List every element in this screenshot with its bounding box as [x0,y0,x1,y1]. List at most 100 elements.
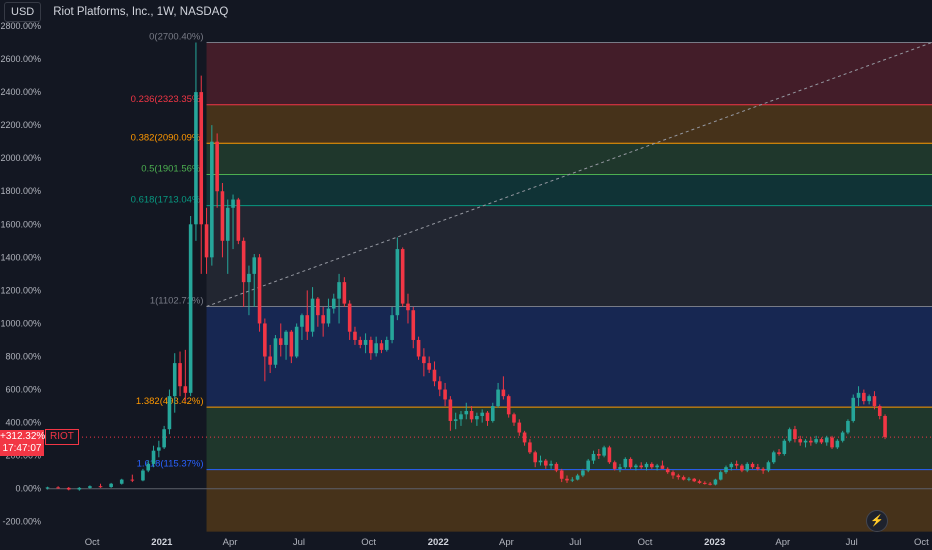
candle-body [257,257,262,324]
candle-body [496,389,500,407]
price-change: +312.32% [0,431,46,443]
candle-body [337,282,341,299]
candle-body [676,475,681,478]
candle-body [803,440,808,443]
candle-body [247,273,251,283]
candle-body [45,487,50,489]
y-tick-label: 2400.00% [0,87,41,97]
candle-body [411,310,416,340]
candle-body [628,458,633,468]
fib-level-label: 0(2700.40%) [149,31,203,42]
fib-zone [206,143,932,175]
currency-button[interactable]: USD [4,2,42,22]
candle-body [406,303,410,311]
candle-body [310,298,315,332]
zero-line [46,436,932,490]
candle-body [586,460,591,471]
candle-body [416,339,421,357]
candle-body [750,463,755,468]
candle-body [549,463,553,466]
candle-body [443,389,447,400]
candle-body [300,315,304,327]
candle-body [697,481,702,483]
candle-body [321,315,325,324]
candle-body [623,458,628,468]
fib-level-label: 1.618(115.37%) [137,459,204,470]
candle-body [490,406,495,421]
x-tick-label: Oct [361,537,376,548]
candle-body [650,463,654,468]
y-tick-label: 800.00% [5,351,41,361]
candle-body [660,465,665,469]
candle-body [183,386,188,393]
x-tick-label: Apr [499,537,514,548]
candle-body [729,463,734,468]
candle-body [543,460,548,466]
candle-body [220,191,225,241]
candle-body [210,141,214,258]
fibonacci-extension[interactable]: 0(2700.40%) 0.236(2323.35%) 0.382(2090.09%… [131,31,932,532]
candle-body [618,467,622,469]
candle-body [326,308,331,324]
y-tick-label: 2000.00% [0,153,41,163]
candle-body [793,429,797,440]
candle-body [798,439,803,443]
candle-body [538,460,543,463]
candle-body [777,452,781,454]
candlestick-series [45,42,887,491]
candle-body [157,447,161,451]
fib-zone [206,407,932,470]
fib-level-label: 1(1102.71%) [150,295,204,306]
candle-body [241,240,246,283]
candle-body [204,224,209,258]
candle-body [597,453,601,456]
candle-body [437,381,442,390]
candle-body [278,338,283,345]
y-tick-label: 1600.00% [0,219,41,229]
candle-body [236,199,241,241]
candle-body [756,467,760,469]
candle-body [819,439,824,443]
candle-body [358,339,363,345]
candle-body [830,437,834,448]
candle-body [851,397,856,421]
candle-body [485,412,490,421]
candle-body [188,224,193,393]
fib-zone [206,174,932,206]
y-tick-label: 2200.00% [0,120,41,130]
x-tick-label: Oct [638,537,653,548]
candle-body [109,483,113,488]
candle-body [374,343,378,354]
fib-level-label: 0.236(2323.35%) [131,94,204,105]
candle-body [771,452,776,463]
candle-body [305,315,310,332]
candle-body [559,470,564,479]
fib-zone [206,205,932,307]
candle-body [708,483,712,485]
candle-body [639,465,644,468]
countdown-timer: 17:47:07 [2,443,42,455]
x-tick-label: 2022 [428,537,449,548]
y-tick-label: 2600.00% [0,54,41,64]
candle-body [284,331,288,345]
candle-body [718,472,723,480]
candle-body [835,440,840,448]
candle-body [766,462,771,471]
candle-body [273,338,278,365]
candle-body [390,315,394,340]
candle-body [787,429,792,441]
candle-body [56,487,60,489]
candle-body [867,396,871,402]
candle-body [713,479,718,485]
lightning-bolt-icon[interactable]: ⚡ [866,510,888,532]
candle-body [294,326,299,357]
candle-body [342,282,347,304]
candle-body [347,303,352,332]
candle-body [824,437,829,443]
candle-body [862,392,866,402]
fib-trend-line [206,41,932,307]
y-tick-label: 1000.00% [0,318,41,328]
fib-zone [206,469,932,532]
candle-body [506,396,511,415]
